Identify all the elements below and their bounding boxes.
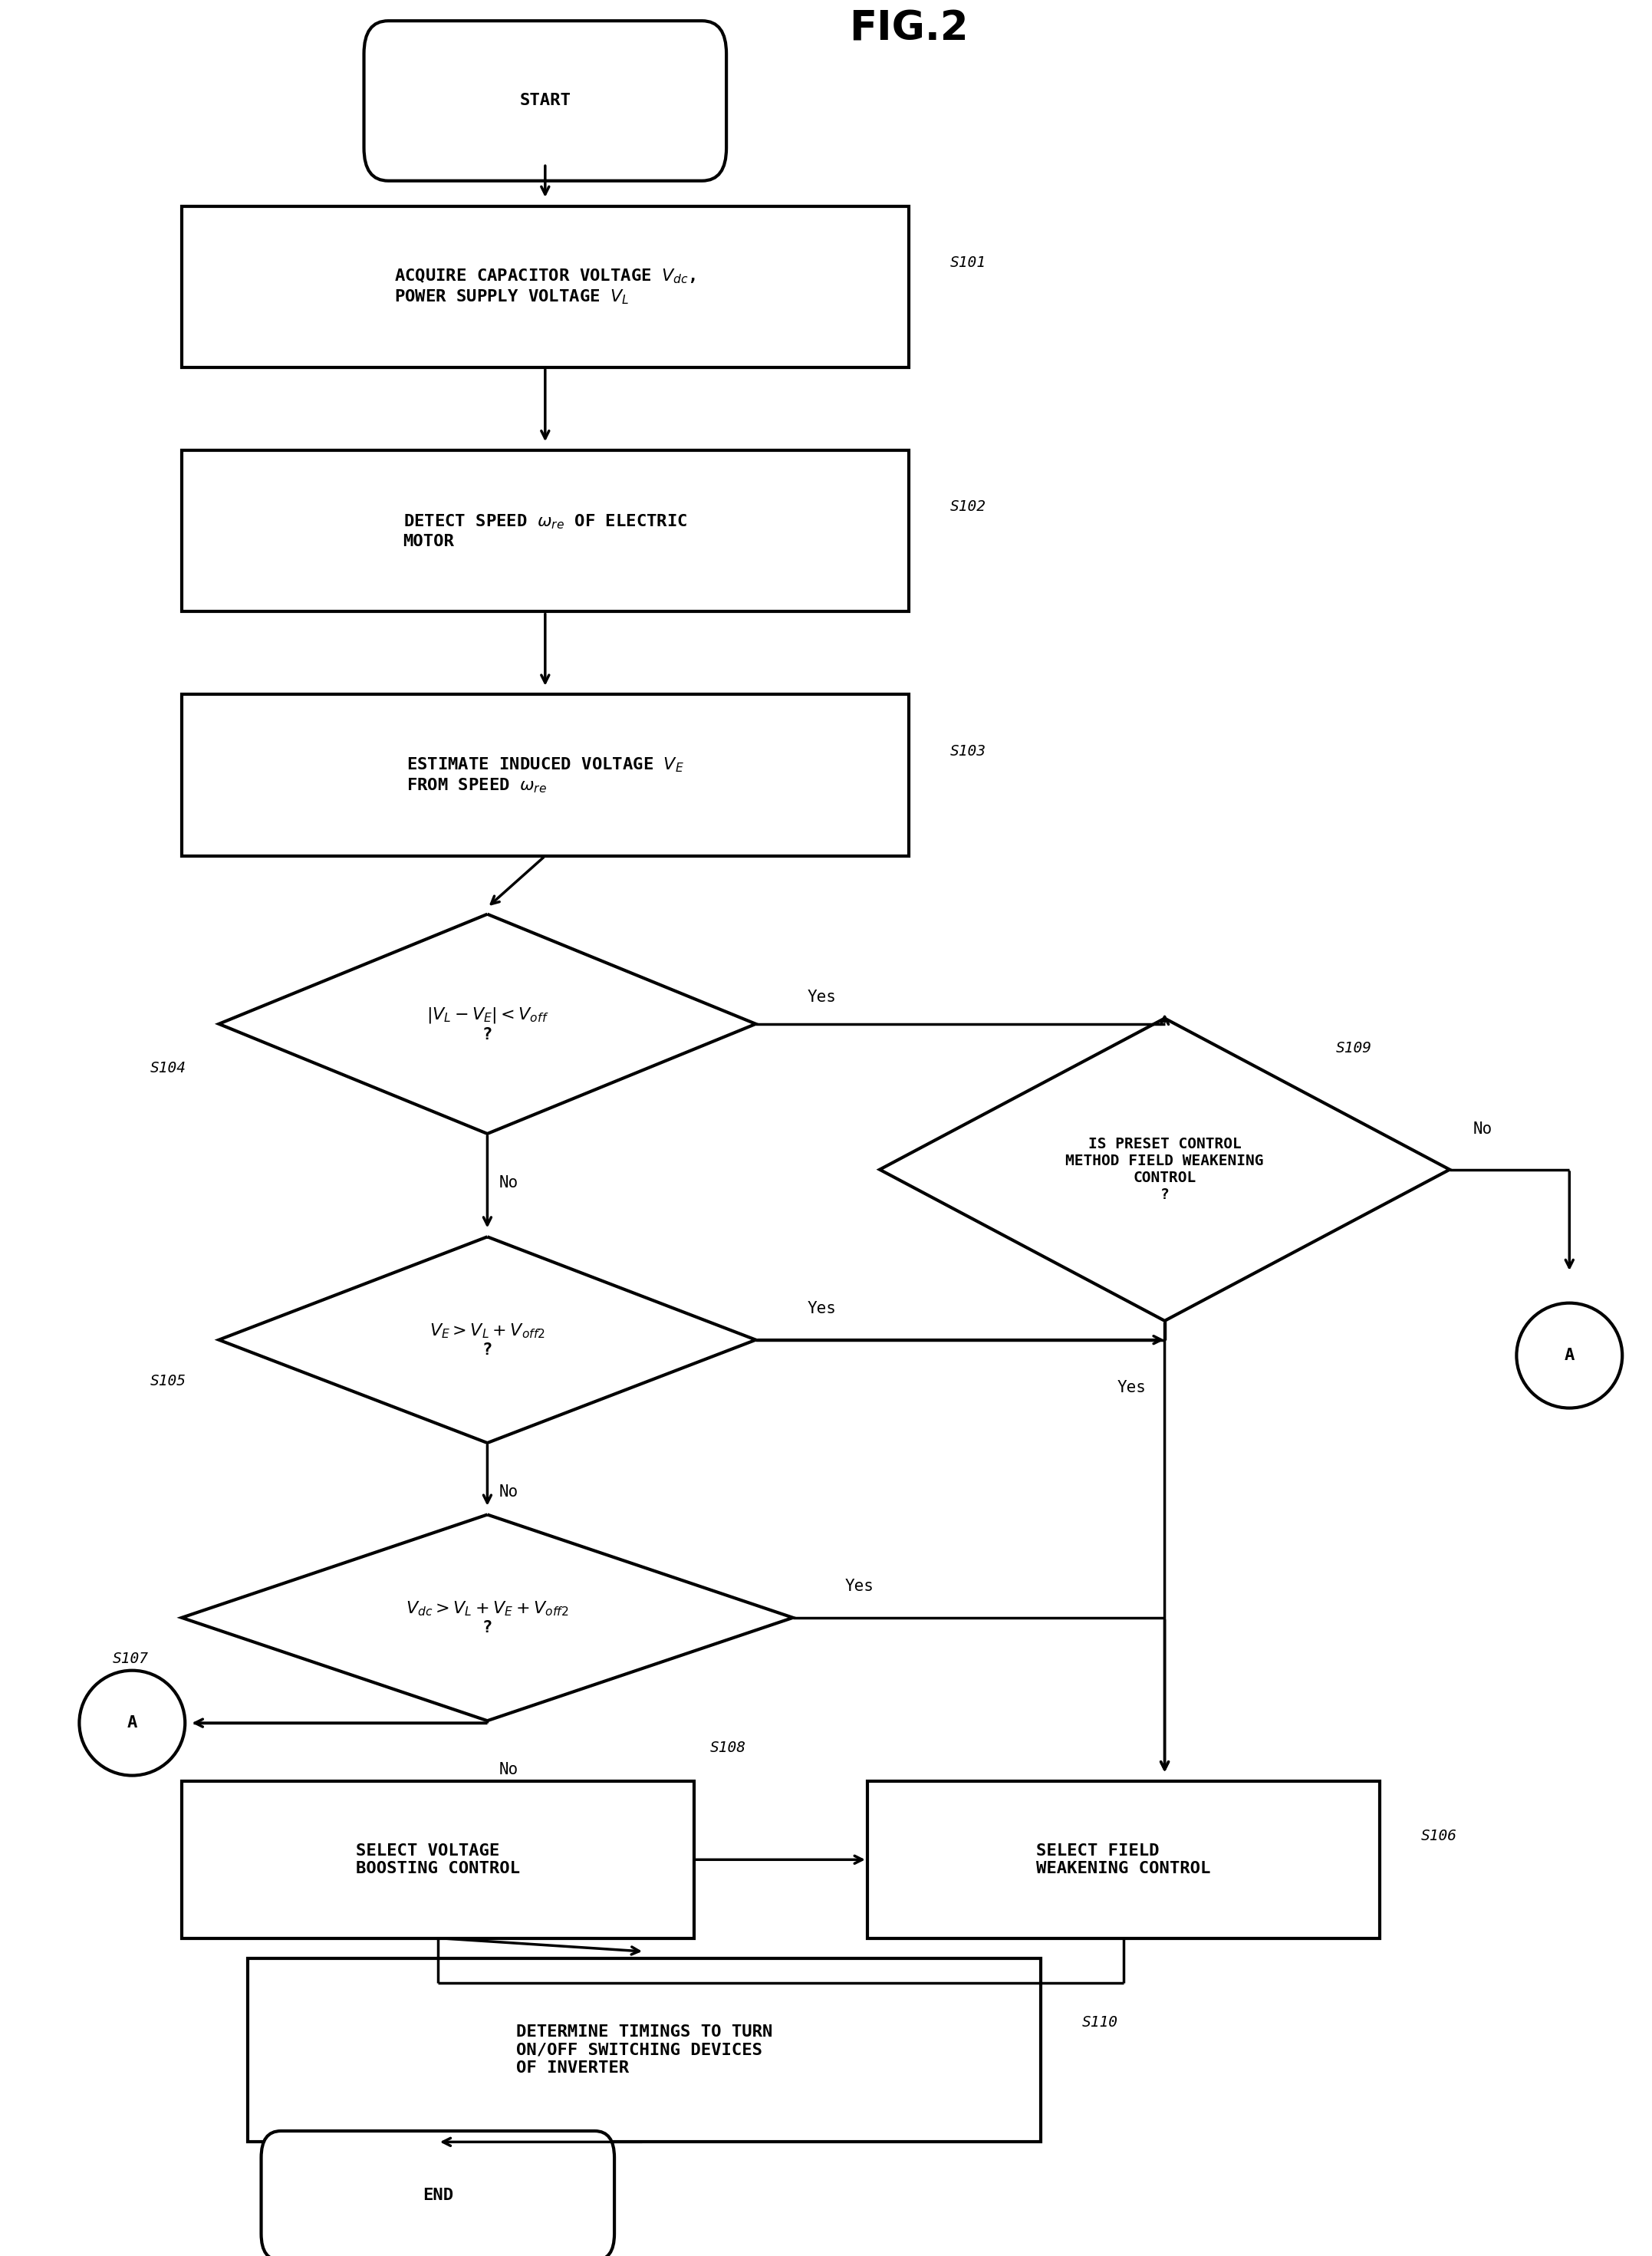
Text: SELECT FIELD
WEAKENING CONTROL: SELECT FIELD WEAKENING CONTROL — [1036, 1843, 1211, 1877]
Text: S105: S105 — [150, 1374, 185, 1387]
Text: No: No — [499, 1175, 519, 1191]
Text: SELECT VOLTAGE
BOOSTING CONTROL: SELECT VOLTAGE BOOSTING CONTROL — [355, 1843, 520, 1877]
Text: S109: S109 — [1335, 1042, 1371, 1056]
Text: $V_{dc}>V_L+V_E+V_{off2}$
?: $V_{dc}>V_L+V_E+V_{off2}$ ? — [406, 1600, 568, 1636]
Text: $V_E>V_L+V_{off2}$
?: $V_E>V_L+V_{off2}$ ? — [430, 1322, 545, 1358]
Text: S103: S103 — [950, 744, 986, 758]
Text: S101: S101 — [950, 255, 986, 271]
Bar — [248, 1958, 1041, 2141]
Text: $|V_L-V_E|<V_{off}$
?: $|V_L-V_E|<V_{off}$ ? — [426, 1006, 548, 1042]
Polygon shape — [218, 914, 757, 1135]
Text: No: No — [1474, 1121, 1492, 1137]
Polygon shape — [182, 1514, 793, 1721]
Bar — [182, 451, 909, 611]
Text: S107: S107 — [112, 1651, 149, 1667]
Text: Yes: Yes — [1117, 1381, 1146, 1396]
Text: S102: S102 — [950, 499, 986, 514]
Ellipse shape — [1517, 1304, 1622, 1408]
Text: S106: S106 — [1421, 1830, 1457, 1843]
Text: S108: S108 — [710, 1739, 747, 1755]
Polygon shape — [218, 1236, 757, 1444]
Bar — [867, 1782, 1379, 1938]
Bar — [182, 695, 909, 855]
Text: ACQUIRE CAPACITOR VOLTAGE $V_{dc}$,
POWER SUPPLY VOLTAGE $V_L$: ACQUIRE CAPACITOR VOLTAGE $V_{dc}$, POWE… — [395, 266, 695, 307]
Text: A: A — [1564, 1347, 1574, 1363]
Text: START: START — [519, 92, 572, 108]
Text: Yes: Yes — [808, 990, 836, 1004]
Text: END: END — [423, 2188, 453, 2204]
Text: DETERMINE TIMINGS TO TURN
ON/OFF SWITCHING DEVICES
OF INVERTER: DETERMINE TIMINGS TO TURN ON/OFF SWITCHI… — [515, 2024, 773, 2076]
Text: ESTIMATE INDUCED VOLTAGE $V_E$
FROM SPEED $\omega_{re}$: ESTIMATE INDUCED VOLTAGE $V_E$ FROM SPEE… — [406, 756, 684, 794]
FancyBboxPatch shape — [363, 20, 727, 180]
Text: S104: S104 — [150, 1060, 185, 1076]
Text: DETECT SPEED $\omega_{re}$ OF ELECTRIC
MOTOR: DETECT SPEED $\omega_{re}$ OF ELECTRIC M… — [403, 512, 687, 548]
Ellipse shape — [79, 1669, 185, 1775]
Text: No: No — [499, 1484, 519, 1500]
Text: FIG.2: FIG.2 — [849, 9, 968, 50]
Bar — [182, 205, 909, 368]
FancyBboxPatch shape — [261, 2132, 615, 2256]
Text: Yes: Yes — [808, 1302, 836, 1315]
Text: A: A — [127, 1715, 137, 1730]
Bar — [182, 1782, 694, 1938]
Text: No: No — [499, 1762, 519, 1778]
Polygon shape — [879, 1017, 1450, 1320]
Text: Yes: Yes — [844, 1579, 874, 1595]
Text: S110: S110 — [1082, 2015, 1118, 2030]
Text: IS PRESET CONTROL
METHOD FIELD WEAKENING
CONTROL
?: IS PRESET CONTROL METHOD FIELD WEAKENING… — [1066, 1137, 1264, 1202]
